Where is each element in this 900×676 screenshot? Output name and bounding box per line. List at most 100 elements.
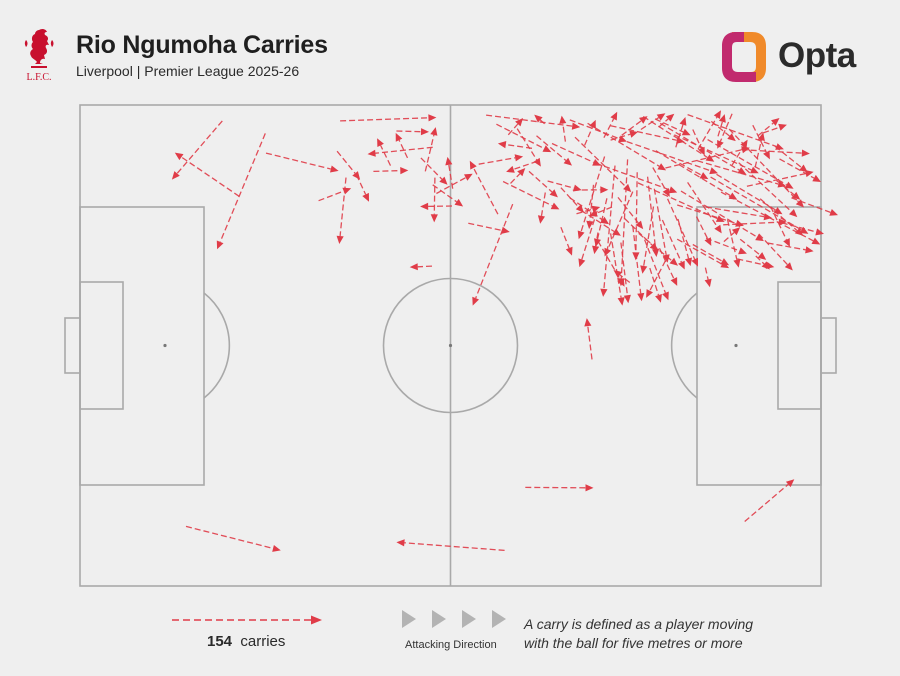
carry-arrowhead (377, 138, 384, 147)
carry-arrowhead (420, 128, 429, 136)
carry-arrow (604, 191, 634, 257)
carry-arrowhead (600, 216, 610, 225)
carry-line (726, 219, 738, 260)
carry-arrowhead (420, 202, 429, 210)
carry-arrow (395, 132, 409, 159)
left-penalty-spot (163, 343, 167, 348)
carry-line (336, 150, 356, 174)
carry-line (675, 124, 684, 148)
carry-line (781, 222, 817, 233)
direction-triangle (462, 610, 476, 628)
carry-arrowhead (604, 247, 612, 257)
carry-line (776, 179, 795, 196)
carry-arrowhead (799, 164, 808, 173)
carry-arrow (171, 120, 223, 180)
carry-arrowhead (559, 115, 567, 124)
carry-arrow (704, 267, 712, 288)
carry-line (468, 222, 503, 232)
carry-line (653, 188, 667, 256)
carry-line (478, 157, 516, 165)
carry-line (375, 146, 433, 154)
carry-line (737, 258, 767, 267)
carry-arrowhead (589, 119, 596, 129)
carry-arrow (667, 198, 698, 267)
carry-arrow (174, 152, 240, 197)
carry-arrow (502, 180, 560, 210)
carry-arrow (767, 242, 814, 254)
carry-line (607, 191, 634, 250)
carry-arrowhead (617, 278, 625, 287)
carry-line (677, 218, 690, 259)
carry-arrow (643, 239, 669, 301)
carry-line (741, 149, 802, 154)
carry-line (697, 160, 779, 185)
carry-arrow (762, 123, 787, 134)
carry-arrow (720, 191, 821, 245)
carry-arrowhead (657, 163, 667, 171)
carry-arrow (589, 206, 613, 217)
carry-arrowhead (445, 156, 453, 166)
carry-arrow (687, 182, 722, 234)
carry-arrowhead (171, 171, 180, 180)
carry-arrowhead (578, 258, 586, 268)
carry-arrow (445, 156, 454, 189)
carry-arrow (617, 196, 644, 230)
carry-arrowhead (669, 257, 678, 266)
carry-arrow (578, 210, 598, 268)
carry-arrowhead (704, 237, 712, 246)
carry-arrow (592, 232, 600, 255)
carry-arrowhead (506, 165, 515, 173)
carry-line (528, 170, 553, 193)
carry-arrow (613, 270, 631, 284)
carry-line (424, 134, 435, 172)
carry-arrowhead (733, 259, 741, 268)
carry-arrowhead (542, 145, 552, 153)
carry-arrow (584, 119, 596, 146)
carry-arrow (355, 174, 369, 202)
carry-line (574, 136, 627, 187)
carry-arrowhead (655, 294, 662, 303)
carry-arrowhead (635, 220, 644, 230)
carry-arrowhead (652, 248, 660, 257)
carry-arrow (658, 113, 675, 128)
carry-arrow (674, 134, 759, 174)
direction-triangle (402, 610, 416, 628)
carry-arrow (486, 114, 581, 130)
carry-line (448, 164, 454, 189)
left-penalty-area (79, 206, 205, 486)
carry-line (432, 184, 457, 203)
carry-arrowhead (617, 297, 625, 306)
carry-arrowhead (330, 165, 339, 173)
carry-arrow (723, 227, 741, 243)
carry-arrow (658, 248, 678, 286)
carry-arrowhead (637, 292, 645, 302)
carry-line (762, 126, 780, 134)
carry-arrow (653, 188, 670, 263)
carry-arrowhead (791, 191, 801, 200)
carry-line (176, 120, 223, 174)
carry-arrowhead (727, 133, 736, 142)
carry-arrowhead (698, 146, 705, 156)
carry-line (738, 162, 792, 213)
carry-arrow (572, 186, 609, 194)
carry-arrowhead (396, 539, 405, 547)
carry-arrow (710, 176, 809, 234)
carry-arrowhead (778, 218, 787, 226)
carry-arrow (409, 263, 433, 271)
carry-arrow (675, 117, 687, 148)
carry-arrowhead (550, 202, 560, 210)
carry-arrow (781, 222, 824, 236)
carry-arrowhead (662, 254, 670, 263)
carry-line (536, 135, 567, 161)
carry-arrow (336, 177, 347, 244)
carry-arrow (661, 219, 685, 270)
carry-arrowhead (799, 226, 809, 234)
carry-arrow (776, 179, 801, 200)
carry-line (507, 123, 519, 136)
carry-arrow (534, 114, 546, 125)
carry-arrow (424, 127, 438, 172)
carry-line (665, 149, 743, 169)
carry-line (723, 221, 779, 226)
carry-arrow (640, 206, 655, 274)
